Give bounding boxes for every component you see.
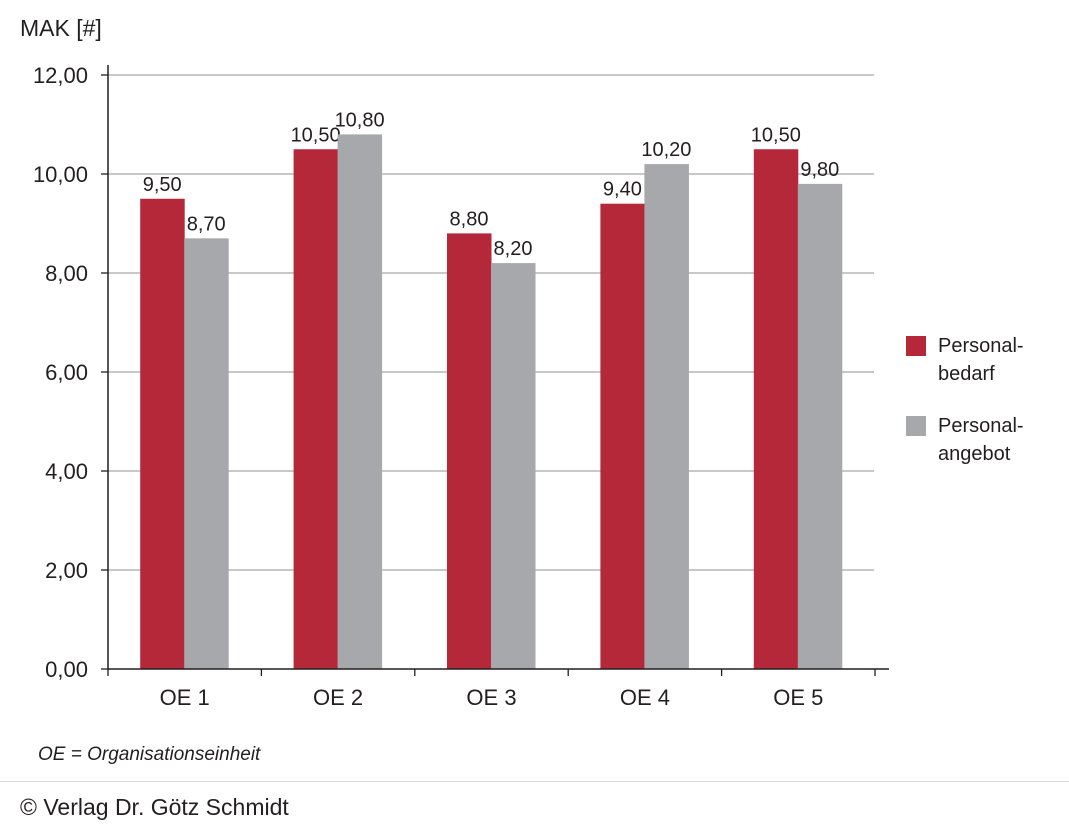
copyright: © Verlag Dr. Götz Schmidt — [20, 794, 289, 820]
divider — [0, 781, 1069, 782]
x-tick-label: OE 1 — [160, 685, 210, 710]
bar-value-label: 10,50 — [291, 124, 341, 146]
bar — [600, 203, 645, 669]
bar — [184, 238, 229, 669]
bar — [797, 183, 843, 669]
bar — [293, 149, 339, 669]
bar — [753, 149, 799, 669]
bar-value-label: 10,50 — [751, 124, 801, 146]
legend-label-personalangebot: Personal- angebot — [938, 415, 1024, 465]
bar — [337, 134, 383, 669]
legend-swatch-personalbedarf — [906, 336, 926, 356]
bar-chart: 0,00 2,00 4,00 6,00 8,00 10,00 12,00 9,508,70 OE… — [33, 63, 889, 710]
x-tick-label: OE 5 — [773, 685, 823, 710]
legend-item-personalangebot: Personal- angebot — [906, 412, 1066, 492]
bar-value-label: 8,70 — [187, 213, 226, 235]
x-tick-label: OE 4 — [620, 685, 670, 710]
bar-value-label: 10,20 — [641, 139, 691, 161]
legend: Personal- bedarf Personal- angebot — [906, 332, 1066, 492]
legend-item-personalbedarf: Personal- bedarf — [906, 332, 1066, 412]
y-axis-label: MAK [#] — [20, 15, 102, 41]
y-tick-label: 2,00 — [45, 558, 88, 583]
x-tick-label: OE 2 — [313, 685, 363, 710]
y-tick-label: 8,00 — [45, 261, 88, 286]
bar-value-label: 10,80 — [335, 109, 385, 131]
x-tick-label: OE 3 — [466, 685, 516, 710]
bar — [644, 164, 689, 669]
bar-value-label: 9,50 — [143, 174, 182, 196]
bar-value-label: 9,80 — [800, 159, 839, 181]
bar — [447, 233, 492, 669]
bar-value-label: 8,80 — [450, 208, 489, 230]
legend-swatch-personalangebot — [906, 416, 926, 436]
footnote: OE = Organisationseinheit — [38, 744, 261, 765]
y-tick-label: 0,00 — [45, 657, 88, 682]
y-tick-label: 10,00 — [33, 162, 88, 187]
bar — [140, 198, 185, 669]
bar-value-label: 8,20 — [494, 238, 533, 260]
bar-value-label: 9,40 — [603, 179, 642, 201]
bar — [491, 263, 536, 669]
legend-label-personalbedarf: Personal- bedarf — [938, 335, 1024, 385]
y-tick-label: 4,00 — [45, 459, 88, 484]
y-tick-label: 12,00 — [33, 63, 88, 88]
y-tick-label: 6,00 — [45, 360, 88, 385]
